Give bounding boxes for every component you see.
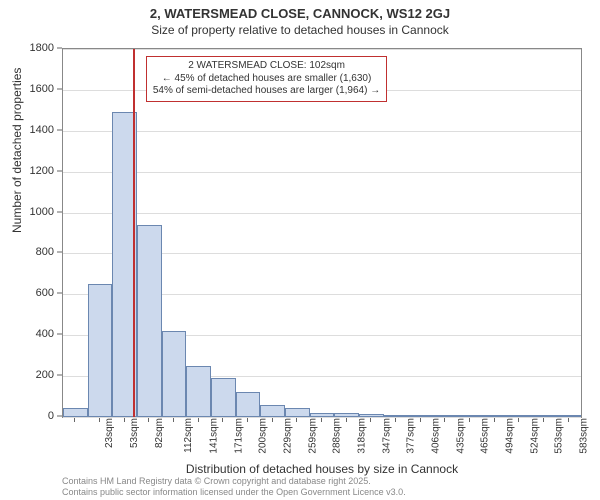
- histogram-bar: [186, 366, 211, 417]
- chart-subtitle: Size of property relative to detached ho…: [0, 21, 600, 37]
- x-tick-mark: [420, 418, 421, 422]
- property-marker-line: [133, 49, 135, 417]
- histogram-bar: [556, 415, 581, 417]
- x-tick-mark: [173, 418, 174, 422]
- x-tick-mark: [469, 418, 470, 422]
- y-tick-label: 400: [36, 328, 54, 340]
- x-tick-label: 318sqm: [357, 418, 368, 454]
- callout-line-3: 54% of semi-detached houses are larger (…: [153, 85, 380, 98]
- y-tick-label: 200: [36, 369, 54, 381]
- callout-line-2: ← 45% of detached houses are smaller (1,…: [153, 73, 380, 86]
- x-tick-mark: [222, 418, 223, 422]
- footer-line-2: Contains public sector information licen…: [62, 487, 406, 498]
- x-tick-mark: [370, 418, 371, 422]
- x-tick-label: 583sqm: [579, 418, 590, 454]
- x-tick-mark: [518, 418, 519, 422]
- x-tick-mark: [296, 418, 297, 422]
- x-tick-label: 435sqm: [455, 418, 466, 454]
- x-tick-mark: [74, 418, 75, 422]
- histogram-bar: [285, 408, 310, 417]
- gridline: [63, 49, 581, 50]
- x-tick-label: 494sqm: [505, 418, 516, 454]
- histogram-bar: [334, 413, 359, 417]
- y-tick-label: 1800: [30, 42, 54, 54]
- x-tick-mark: [444, 418, 445, 422]
- callout-line-1: 2 WATERSMEAD CLOSE: 102sqm: [153, 60, 380, 73]
- x-tick-mark: [124, 418, 125, 422]
- footer-attribution: Contains HM Land Registry data © Crown c…: [62, 476, 406, 498]
- y-tick-label: 1600: [30, 83, 54, 95]
- y-tick-label: 600: [36, 287, 54, 299]
- y-tick-label: 1400: [30, 124, 54, 136]
- x-tick-mark: [99, 418, 100, 422]
- histogram-bar: [162, 331, 187, 417]
- y-tick-label: 1200: [30, 165, 54, 177]
- x-tick-label: 288sqm: [332, 418, 343, 454]
- x-tick-label: 347sqm: [381, 418, 392, 454]
- x-tick-mark: [543, 418, 544, 422]
- histogram-bar: [532, 415, 557, 417]
- x-tick-mark: [395, 418, 396, 422]
- chart-container: 2, WATERSMEAD CLOSE, CANNOCK, WS12 2GJ S…: [0, 0, 600, 500]
- x-tick-label: 141sqm: [209, 418, 220, 454]
- y-tick-label: 1000: [30, 206, 54, 218]
- x-tick-label: 200sqm: [258, 418, 269, 454]
- x-tick-mark: [247, 418, 248, 422]
- x-tick-label: 465sqm: [480, 418, 491, 454]
- y-axis: 020040060080010001200140016001800: [0, 48, 62, 418]
- x-tick-label: 259sqm: [307, 418, 318, 454]
- x-tick-label: 112sqm: [183, 418, 194, 453]
- histogram-bar: [260, 405, 285, 417]
- x-tick-label: 524sqm: [529, 418, 540, 454]
- x-axis-label: Distribution of detached houses by size …: [62, 462, 582, 476]
- gridline: [63, 213, 581, 214]
- x-tick-label: 406sqm: [431, 418, 442, 454]
- footer-line-1: Contains HM Land Registry data © Crown c…: [62, 476, 406, 487]
- histogram-bar: [310, 413, 335, 417]
- x-tick-label: 82sqm: [154, 418, 165, 448]
- histogram-bar: [458, 415, 483, 417]
- plot-area: 2 WATERSMEAD CLOSE: 102sqm ← 45% of deta…: [62, 48, 582, 418]
- x-tick-mark: [568, 418, 569, 422]
- histogram-bar: [359, 414, 384, 417]
- x-tick-label: 171sqm: [233, 418, 244, 454]
- chart-title: 2, WATERSMEAD CLOSE, CANNOCK, WS12 2GJ: [0, 0, 600, 21]
- histogram-bar: [482, 415, 507, 417]
- histogram-bar: [211, 378, 236, 417]
- x-tick-label: 377sqm: [406, 418, 417, 454]
- x-tick-label: 229sqm: [283, 418, 294, 454]
- histogram-bar: [384, 415, 409, 417]
- x-tick-mark: [494, 418, 495, 422]
- y-tick-label: 800: [36, 246, 54, 258]
- histogram-bar: [236, 392, 261, 417]
- histogram-bar: [507, 415, 532, 417]
- histogram-bar: [88, 284, 113, 417]
- histogram-bar: [433, 415, 458, 417]
- x-tick-label: 553sqm: [554, 418, 565, 454]
- x-tick-mark: [272, 418, 273, 422]
- x-tick-label: 53sqm: [129, 418, 140, 448]
- x-axis: 23sqm 53sqm 82sqm 112sqm 141sqm 171sqm 200sqm 2…: [62, 418, 582, 468]
- property-callout: 2 WATERSMEAD CLOSE: 102sqm ← 45% of deta…: [146, 56, 387, 102]
- histogram-bar: [137, 225, 162, 417]
- gridline: [63, 172, 581, 173]
- gridline: [63, 131, 581, 132]
- x-tick-mark: [148, 418, 149, 422]
- x-tick-mark: [198, 418, 199, 422]
- histogram-bar: [63, 408, 88, 417]
- histogram-bar: [408, 415, 433, 417]
- x-tick-mark: [346, 418, 347, 422]
- y-tick-label: 0: [48, 410, 54, 422]
- x-tick-mark: [321, 418, 322, 422]
- x-tick-label: 23sqm: [104, 418, 115, 448]
